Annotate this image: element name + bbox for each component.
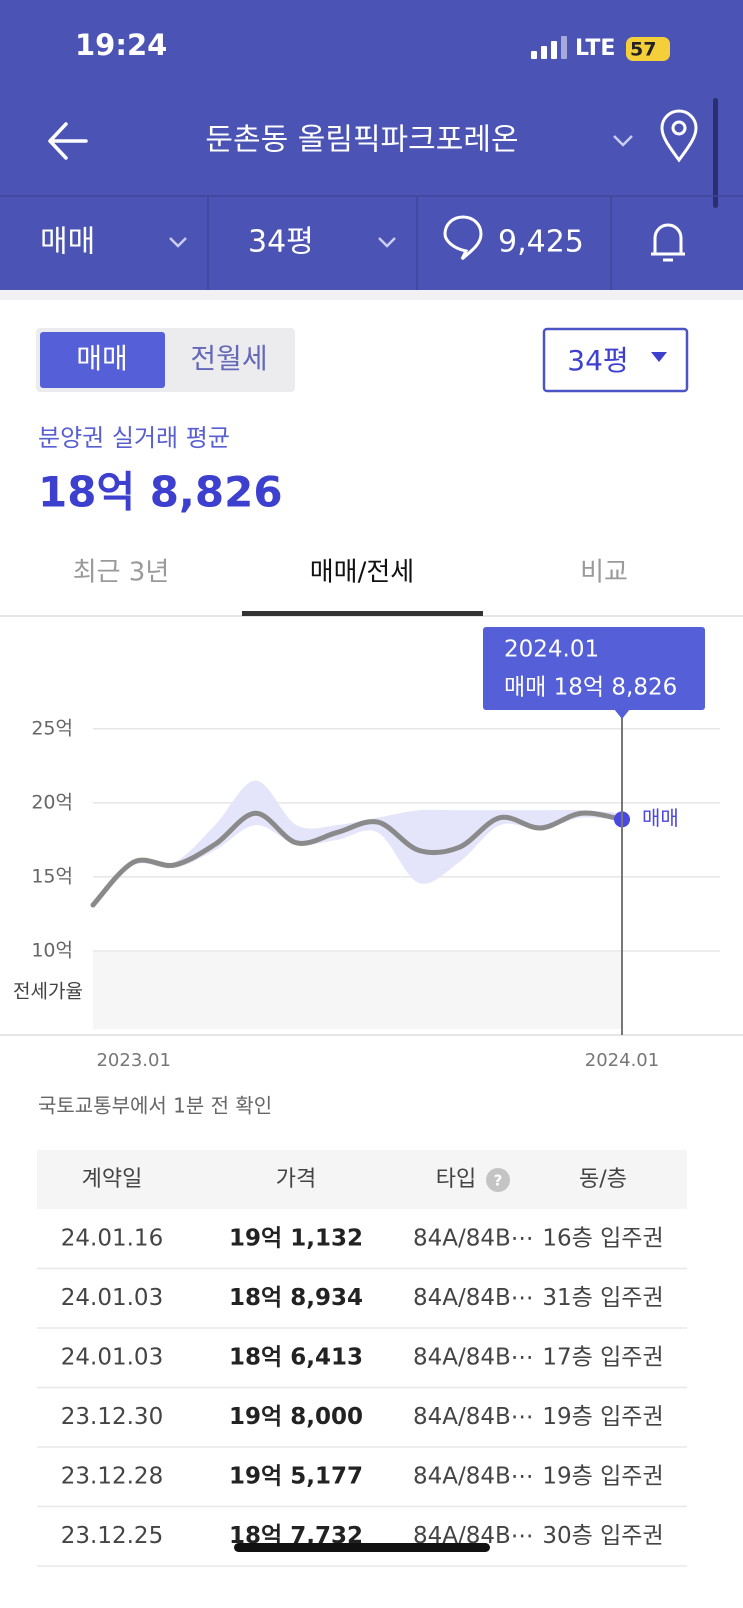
cell: 23.12.28 [61, 1464, 163, 1490]
cell: 19억 5,177 [229, 1464, 363, 1490]
range-band [93, 780, 622, 906]
tooltip [483, 627, 705, 710]
cell: 23.12.25 [61, 1523, 163, 1549]
cell: 19억 1,132 [229, 1226, 363, 1252]
spacer [0, 290, 743, 300]
tab[interactable]: 비교 [580, 558, 628, 588]
help-icon-mark: ? [494, 1172, 503, 1190]
size-select[interactable] [542, 327, 689, 393]
toggle-selected [40, 332, 165, 388]
size-filter[interactable]: 34평 [248, 225, 314, 260]
y-tick-label: 25억 [31, 717, 73, 739]
cell: 24.01.03 [61, 1285, 163, 1311]
comment-icon [443, 215, 483, 261]
tab-indicator [242, 611, 483, 616]
jeonse-area [93, 952, 623, 1029]
tab[interactable]: 최근 3년 [73, 558, 170, 588]
title-dropdown[interactable] [613, 135, 633, 147]
column-header: 동/층 [579, 1167, 627, 1192]
table-header [37, 1150, 687, 1209]
battery-icon [626, 37, 670, 61]
size-select-label: 34평 [567, 344, 628, 377]
summary-label: 분양권 실거래 평균 [38, 424, 230, 452]
chart-layer: 10억 15억 20억 25억 2023.01 2024.01 매매 [31, 717, 720, 1071]
cell: 84A/84B⋯ [413, 1345, 534, 1371]
trade-filter[interactable]: 매매 [40, 225, 95, 260]
x-tick-label: 2024.01 [585, 1050, 659, 1071]
status-time: 19:24 [75, 28, 167, 62]
cell: 19층 입주권 [542, 1404, 663, 1430]
cell: 30층 입주권 [542, 1523, 663, 1549]
toggle-option[interactable]: 매매 [76, 342, 128, 375]
cell: 24.01.03 [61, 1345, 163, 1371]
summary-value: 18억 8,826 [38, 468, 283, 517]
column-header: 타입 [436, 1167, 476, 1192]
y-tick-label: 15억 [31, 865, 73, 887]
back-button[interactable] [48, 122, 88, 160]
comment-count[interactable]: 9,425 [498, 225, 584, 260]
chevron [378, 237, 396, 248]
x-tick-label: 2023.01 [96, 1050, 170, 1071]
header-title: 둔촌동 올림픽파크포레온 [205, 123, 518, 158]
cell: 84A/84B⋯ [413, 1464, 534, 1490]
status-battery: 57 [630, 39, 656, 61]
tooltip-date: 2024.01 [504, 637, 599, 663]
price-line [90, 810, 625, 908]
location-button[interactable] [660, 109, 698, 163]
tooltip-text: 매매 18억 8,826 [504, 675, 677, 701]
cell: 16층 입주권 [542, 1226, 663, 1252]
cell: 17층 입주권 [542, 1345, 663, 1371]
toggle-option[interactable]: 전월세 [190, 342, 267, 375]
caret [651, 352, 667, 362]
cell: 23.12.30 [61, 1404, 163, 1430]
cell: 19층 입주권 [542, 1464, 663, 1490]
cell: 24.01.16 [61, 1226, 163, 1252]
chevron [169, 237, 187, 248]
cell: 19억 8,000 [229, 1404, 363, 1430]
cell: 84A/84B⋯ [413, 1404, 534, 1430]
jeonse-label: 전세가율 [13, 981, 83, 1003]
signal-icon [531, 36, 567, 59]
alert-button[interactable] [651, 223, 685, 262]
tab-active[interactable]: 매매/전세 [310, 558, 414, 588]
cell: 18억 6,413 [229, 1345, 363, 1371]
home-indicator [234, 1543, 490, 1552]
cell: 84A/84B⋯ [413, 1285, 534, 1311]
tooltip-pointer [614, 709, 630, 719]
source-note: 국토교통부에서 1분 전 확인 [38, 1094, 272, 1118]
y-tick-label: 20억 [31, 791, 73, 813]
app-header [0, 0, 743, 290]
cell: 84A/84B⋯ [413, 1226, 534, 1252]
column-header: 가격 [276, 1167, 316, 1192]
series-label: 매매 [642, 806, 679, 830]
scrollbar [713, 98, 718, 208]
column-header: 계약일 [82, 1167, 143, 1192]
status-network: LTE [575, 36, 615, 61]
cell: 31층 입주권 [542, 1285, 663, 1311]
help-icon[interactable] [486, 1168, 510, 1192]
table: 계약일 가격 타입 동/층 24.01.16 19억 1,132 84A/84B⋯ 16층 입… [37, 1167, 687, 1567]
filter-dividers [207, 196, 612, 290]
y-tick-label: 10억 [31, 939, 73, 961]
cell: 18억 8,934 [229, 1285, 363, 1311]
